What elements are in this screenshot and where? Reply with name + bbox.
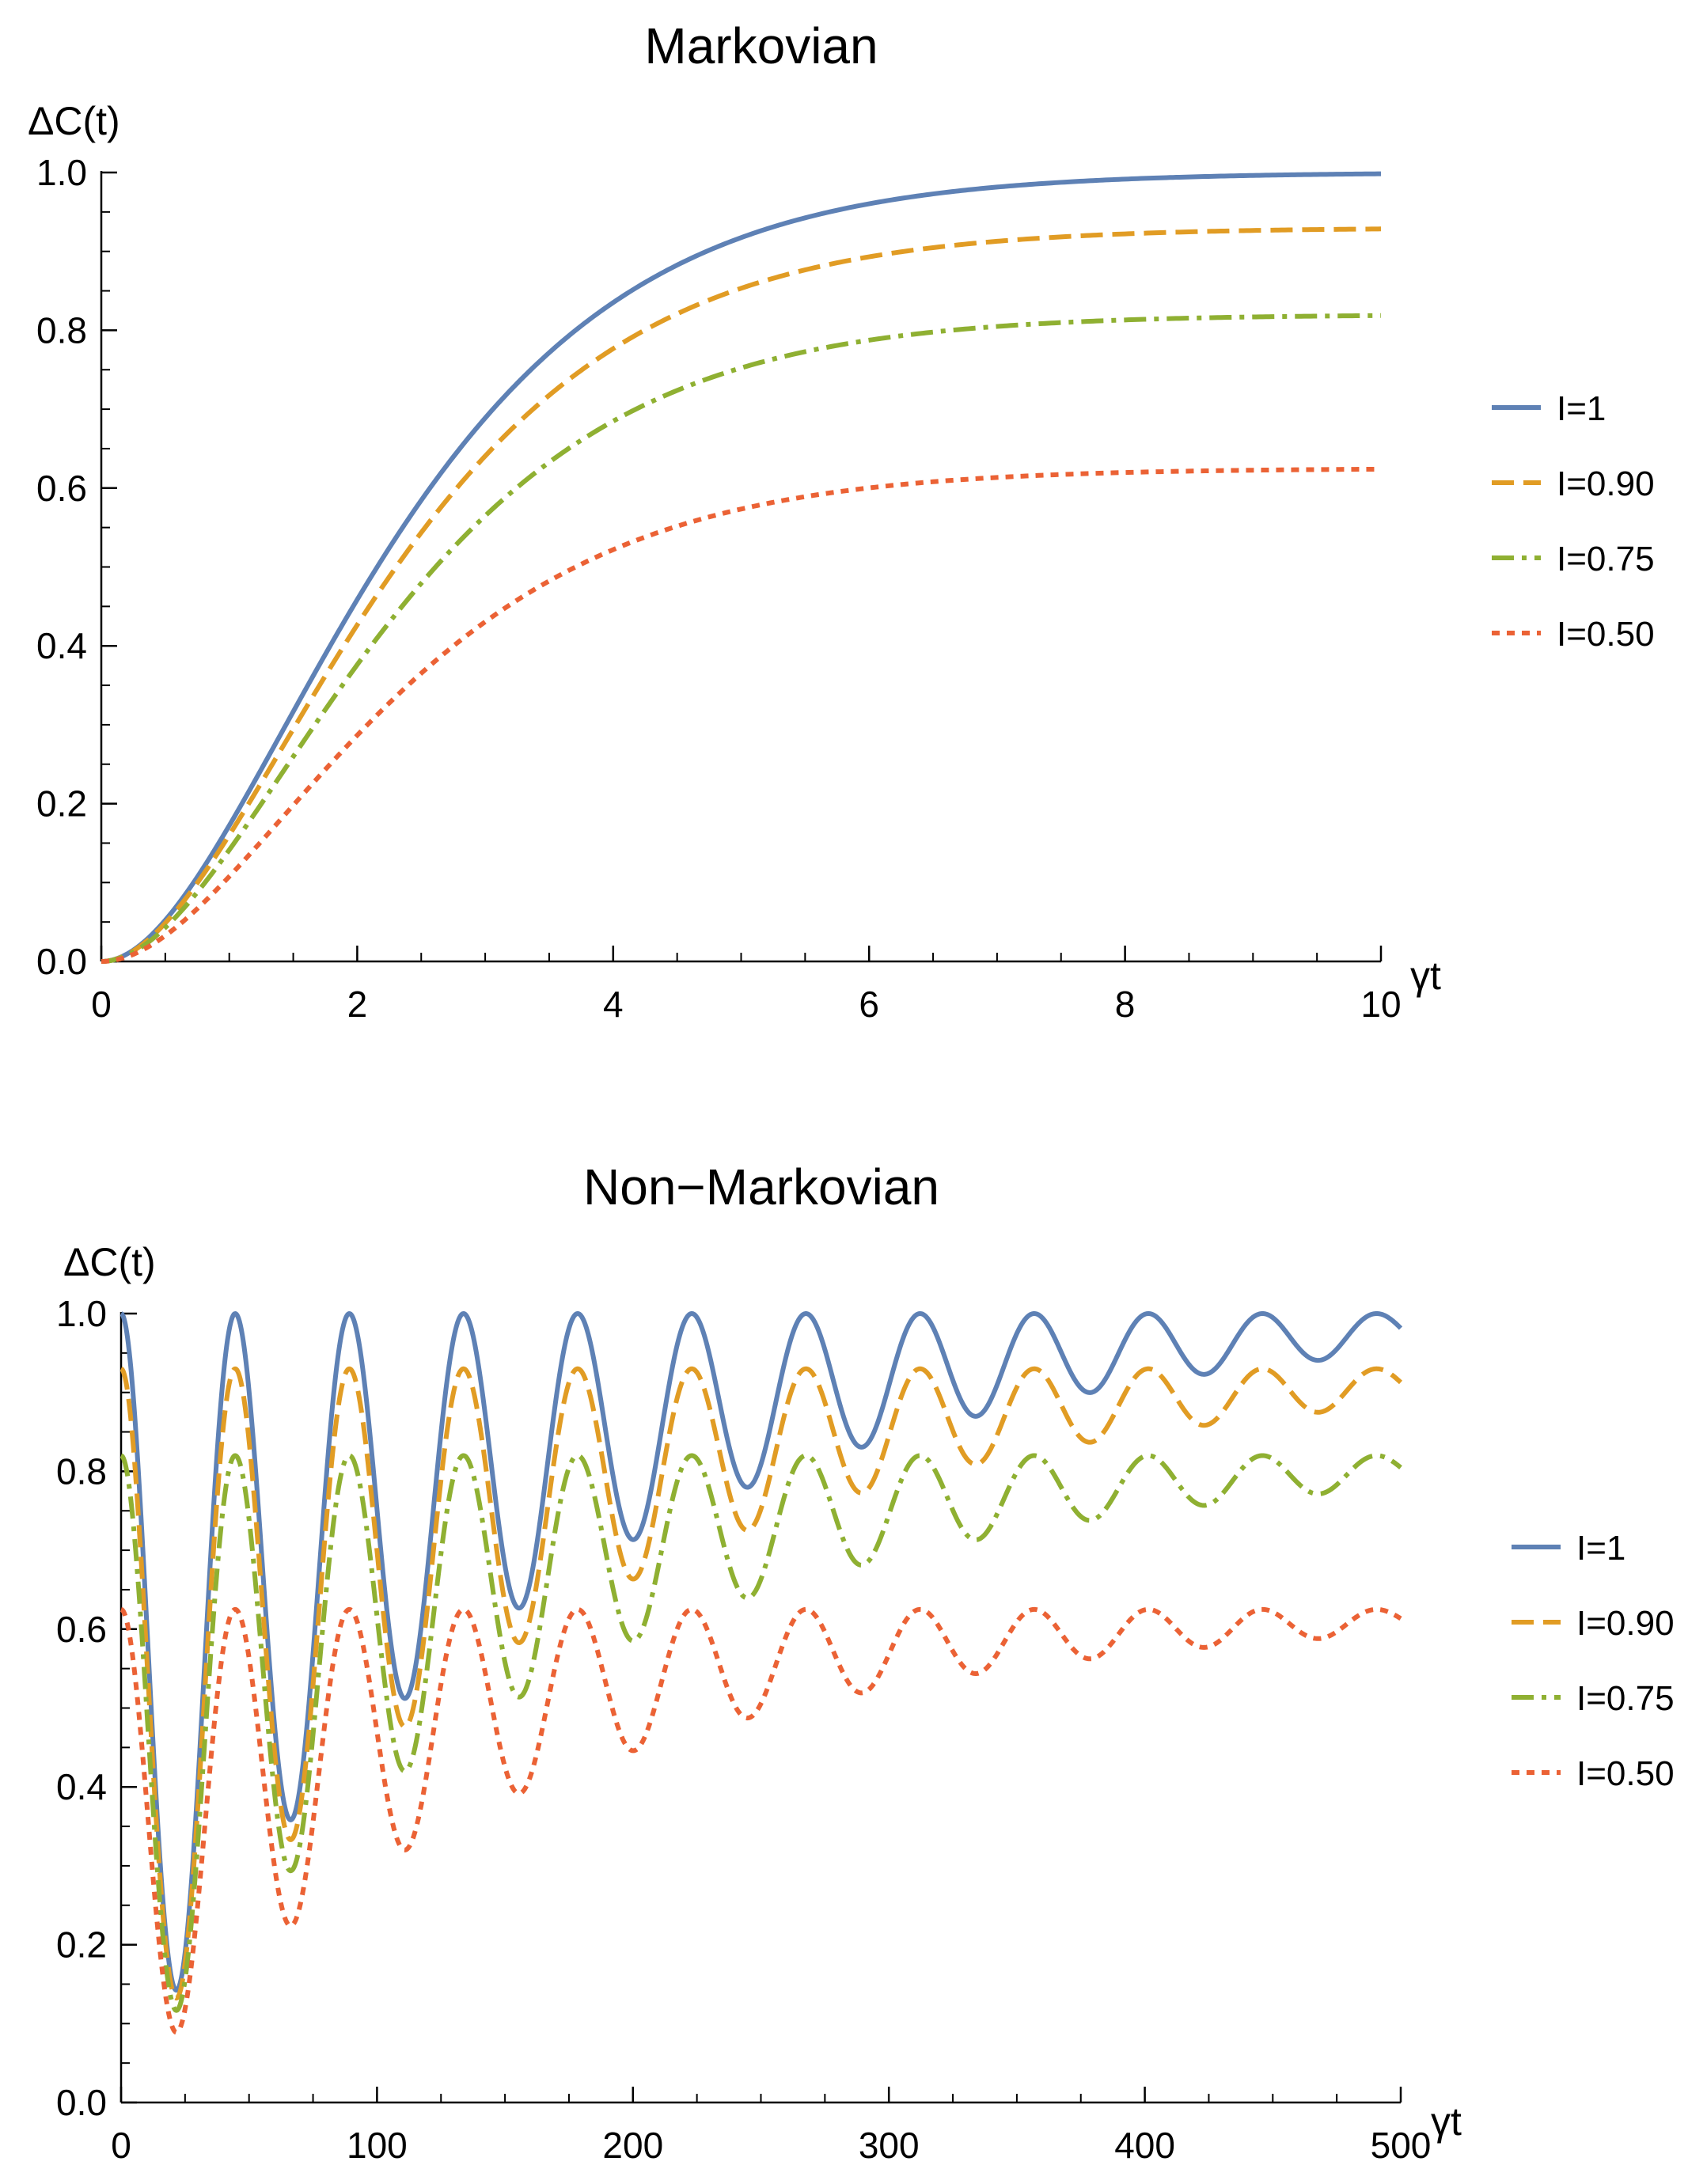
legend-label: I=0.50 — [1576, 1754, 1675, 1793]
chart-title: Markovian — [644, 17, 878, 74]
y-tick-label: 0.6 — [56, 1609, 107, 1650]
markovian-chart: Markovian ΔC(t) γt 0 2 4 6 8 10 0.0 0.2 0.4 0.6 0.… — [28, 17, 1655, 1025]
y-tick-label: 0.4 — [36, 625, 87, 666]
legend-label: I=0.50 — [1557, 615, 1655, 654]
series-line-3 — [119, 1606, 1402, 2035]
y-tick-label: 1.0 — [56, 1293, 107, 1334]
x-axis-label: γt — [1410, 954, 1441, 998]
y-tick-label: 0.4 — [56, 1766, 107, 1807]
x-tick-label: 6 — [859, 984, 879, 1025]
y-tick-label: 1.0 — [36, 152, 87, 193]
legend: I=1 I=0.90 I=0.75 I=0.50 — [1512, 1529, 1675, 1793]
series-line-0 — [119, 1311, 1403, 1993]
legend-label: I=0.75 — [1557, 540, 1655, 578]
series-line-2 — [119, 1453, 1402, 2013]
x-tick-label: 100 — [347, 2125, 408, 2166]
series-line-2 — [101, 313, 1382, 964]
legend-label: I=0.90 — [1576, 1604, 1675, 1643]
series-line-3 — [101, 466, 1382, 964]
legend-label: I=0.75 — [1576, 1679, 1675, 1718]
x-tick-label: 0 — [91, 984, 112, 1025]
y-tick-label: 0.8 — [56, 1450, 107, 1492]
y-tick-label: 0.2 — [36, 783, 87, 825]
series-line-0 — [101, 171, 1382, 964]
y-tick-label: 0.6 — [36, 468, 87, 509]
y-tick-label: 0.0 — [36, 941, 87, 982]
x-tick-label: 4 — [603, 984, 624, 1025]
y-axis-label: ΔC(t) — [28, 99, 120, 143]
series-line-1 — [101, 226, 1382, 964]
legend-label: I=1 — [1576, 1529, 1625, 1568]
x-tick-label: 10 — [1360, 984, 1401, 1025]
y-axis-label: ΔC(t) — [63, 1240, 156, 1284]
x-tick-label: 0 — [111, 2125, 131, 2166]
chart-title: Non−Markovian — [583, 1158, 939, 1215]
non-markovian-chart: Non−Markovian ΔC(t) γt 0 100 200 300 400 5000… — [56, 1158, 1675, 2166]
plot-area: 0 100 200 300 400 500 0.0 0.2 0.4 0.6 0.8 1.0 — [56, 1293, 1431, 2166]
legend-label: I=1 — [1557, 389, 1606, 428]
y-tick-label: 0.2 — [56, 1924, 107, 1966]
plot-area: 0 2 4 6 8 10 0.0 0.2 0.4 0.6 0.8 1.0 — [36, 152, 1402, 1025]
series-line-1 — [119, 1366, 1403, 2001]
x-axis-label: γt — [1431, 2099, 1462, 2144]
legend: I=1 I=0.90 I=0.75 I=0.50 — [1492, 389, 1655, 654]
x-tick-label: 300 — [859, 2125, 920, 2166]
y-tick-label: 0.8 — [36, 309, 87, 351]
x-tick-label: 200 — [602, 2125, 663, 2166]
x-tick-label: 2 — [347, 984, 368, 1025]
y-tick-label: 0.0 — [56, 2082, 107, 2123]
x-tick-label: 500 — [1371, 2125, 1432, 2166]
x-tick-label: 400 — [1114, 2125, 1175, 2166]
legend-label: I=0.90 — [1557, 464, 1655, 503]
x-tick-label: 8 — [1115, 984, 1136, 1025]
